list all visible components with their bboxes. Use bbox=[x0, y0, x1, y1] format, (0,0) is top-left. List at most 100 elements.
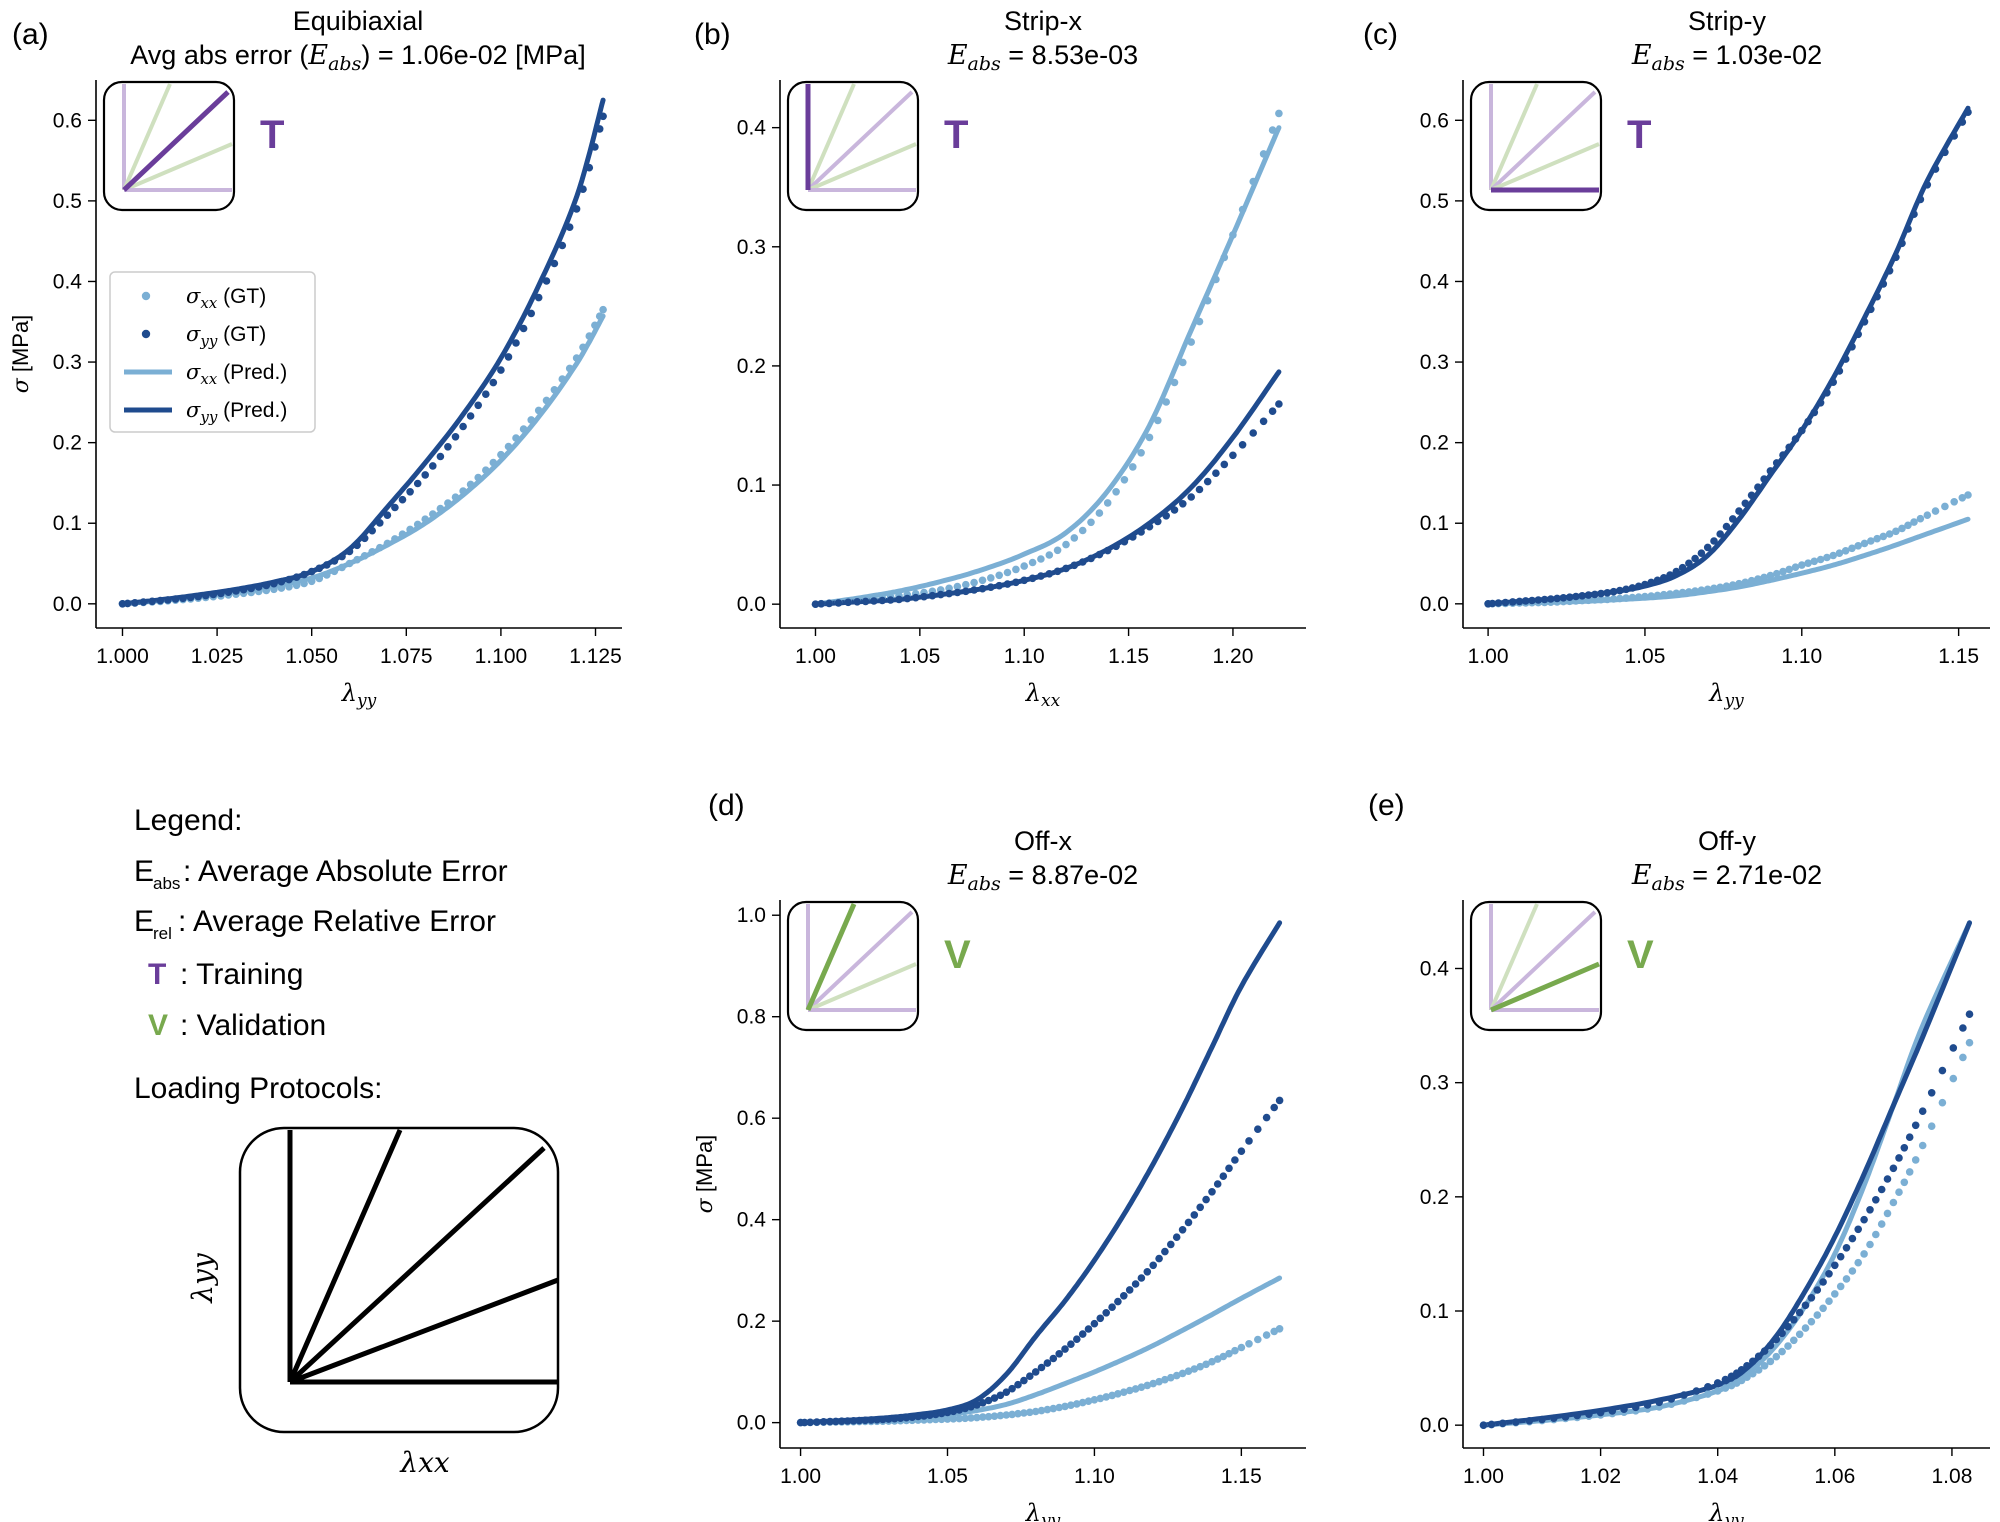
data-point bbox=[1879, 280, 1888, 288]
x-tick-label: 1.00 bbox=[780, 1465, 821, 1488]
data-point bbox=[1184, 1218, 1193, 1227]
inset-role-letter-b: T bbox=[944, 113, 968, 157]
data-point bbox=[1804, 559, 1812, 567]
data-point bbox=[595, 312, 604, 321]
data-point bbox=[1149, 1379, 1157, 1388]
data-point bbox=[1120, 537, 1129, 546]
data-point bbox=[1754, 1352, 1763, 1361]
data-point bbox=[819, 1418, 828, 1426]
data-point bbox=[1692, 1393, 1701, 1402]
data-point bbox=[1219, 1172, 1228, 1180]
data-point bbox=[421, 471, 430, 479]
data-point bbox=[949, 1415, 958, 1423]
data-point bbox=[1203, 477, 1212, 486]
data-point bbox=[800, 1418, 809, 1427]
inset-line-faint bbox=[806, 83, 856, 191]
data-point bbox=[1114, 1297, 1122, 1306]
data-point bbox=[984, 1396, 993, 1405]
data-point bbox=[1231, 1156, 1239, 1164]
data-point bbox=[1062, 564, 1070, 573]
data-point bbox=[1565, 593, 1574, 601]
data-point bbox=[1078, 558, 1087, 566]
data-point bbox=[1020, 562, 1028, 570]
data-point bbox=[1125, 1386, 1134, 1395]
data-point bbox=[353, 555, 361, 564]
data-point bbox=[1043, 1359, 1052, 1367]
series-points-b bbox=[811, 400, 1283, 608]
data-point bbox=[878, 596, 887, 605]
data-point bbox=[1225, 1349, 1233, 1358]
legend-marker-point bbox=[141, 329, 151, 339]
x-axis-label-b: λxx bbox=[1025, 679, 1061, 711]
data-point bbox=[444, 443, 452, 451]
data-point bbox=[1672, 589, 1681, 598]
data-point bbox=[1195, 485, 1204, 494]
inset-line-faint bbox=[1490, 142, 1600, 192]
data-point bbox=[1829, 551, 1837, 560]
data-point bbox=[1037, 572, 1045, 580]
data-point bbox=[1749, 1369, 1757, 1378]
data-point bbox=[1807, 1294, 1816, 1302]
data-point bbox=[1090, 1396, 1099, 1404]
y-tick-label: 0.1 bbox=[1420, 512, 1449, 535]
data-point bbox=[1965, 1038, 1974, 1047]
data-point bbox=[585, 332, 594, 340]
series-legend: σxx (GT) σyy (GT) σxx (Pred.) σyy (Pred.) bbox=[109, 271, 316, 433]
data-point bbox=[1078, 526, 1087, 535]
y-axis-label-a: σ [MPa] bbox=[8, 315, 34, 394]
y-tick-label: 0.8 bbox=[737, 1006, 766, 1029]
data-point bbox=[1008, 1384, 1016, 1393]
data-point bbox=[1515, 597, 1524, 606]
data-point bbox=[262, 581, 271, 590]
data-point bbox=[1831, 1290, 1839, 1298]
data-point bbox=[1697, 586, 1706, 594]
data-point bbox=[1073, 1335, 1081, 1343]
y-tick-label: 0.6 bbox=[53, 109, 82, 132]
data-point bbox=[1213, 1180, 1222, 1188]
data-point bbox=[1785, 443, 1793, 452]
panel-title-b: Strip-x bbox=[1004, 6, 1083, 36]
data-point bbox=[1643, 1401, 1652, 1409]
data-point bbox=[1020, 576, 1028, 585]
inset-line-faint bbox=[122, 83, 172, 191]
x-tick-label: 1.100 bbox=[475, 645, 528, 668]
data-point bbox=[1877, 1220, 1886, 1228]
data-point bbox=[849, 1417, 858, 1425]
data-point bbox=[895, 595, 903, 604]
data-point bbox=[201, 591, 210, 600]
data-point bbox=[1895, 1154, 1903, 1162]
y-tick-label: 0.0 bbox=[1420, 1414, 1449, 1437]
data-point bbox=[1747, 576, 1756, 585]
panel-title-d: Off-x bbox=[1014, 826, 1073, 856]
data-point bbox=[186, 593, 195, 602]
data-point bbox=[1795, 1330, 1804, 1339]
data-point bbox=[1479, 1421, 1488, 1429]
panel-error-e: Eabs = 2.71e-02 bbox=[1631, 860, 1822, 895]
data-point bbox=[1208, 1188, 1216, 1196]
data-point bbox=[1049, 1404, 1058, 1413]
series-line-d bbox=[798, 1275, 1283, 1426]
data-point bbox=[1603, 589, 1612, 597]
y-tick-label: 0.2 bbox=[737, 355, 766, 378]
data-point bbox=[542, 396, 551, 405]
data-point bbox=[1003, 568, 1012, 577]
data-point bbox=[1721, 1375, 1730, 1384]
data-point bbox=[837, 1417, 846, 1425]
data-point bbox=[1900, 1178, 1909, 1187]
data-point bbox=[1275, 109, 1283, 118]
inset-line-active bbox=[122, 90, 230, 192]
data-point bbox=[436, 504, 445, 513]
series-points-d bbox=[796, 1096, 1284, 1427]
data-point bbox=[1254, 1125, 1262, 1133]
y-tick-label: 0.4 bbox=[53, 270, 83, 293]
data-point bbox=[1741, 499, 1750, 508]
data-point bbox=[1916, 514, 1925, 523]
data-point bbox=[1108, 1303, 1116, 1311]
data-point bbox=[1660, 574, 1668, 582]
data-point bbox=[1049, 1354, 1058, 1363]
y-tick-label: 0.0 bbox=[1420, 593, 1449, 616]
data-point bbox=[978, 584, 987, 593]
data-point bbox=[825, 599, 833, 608]
data-point bbox=[1196, 1362, 1204, 1371]
data-point bbox=[406, 525, 414, 534]
